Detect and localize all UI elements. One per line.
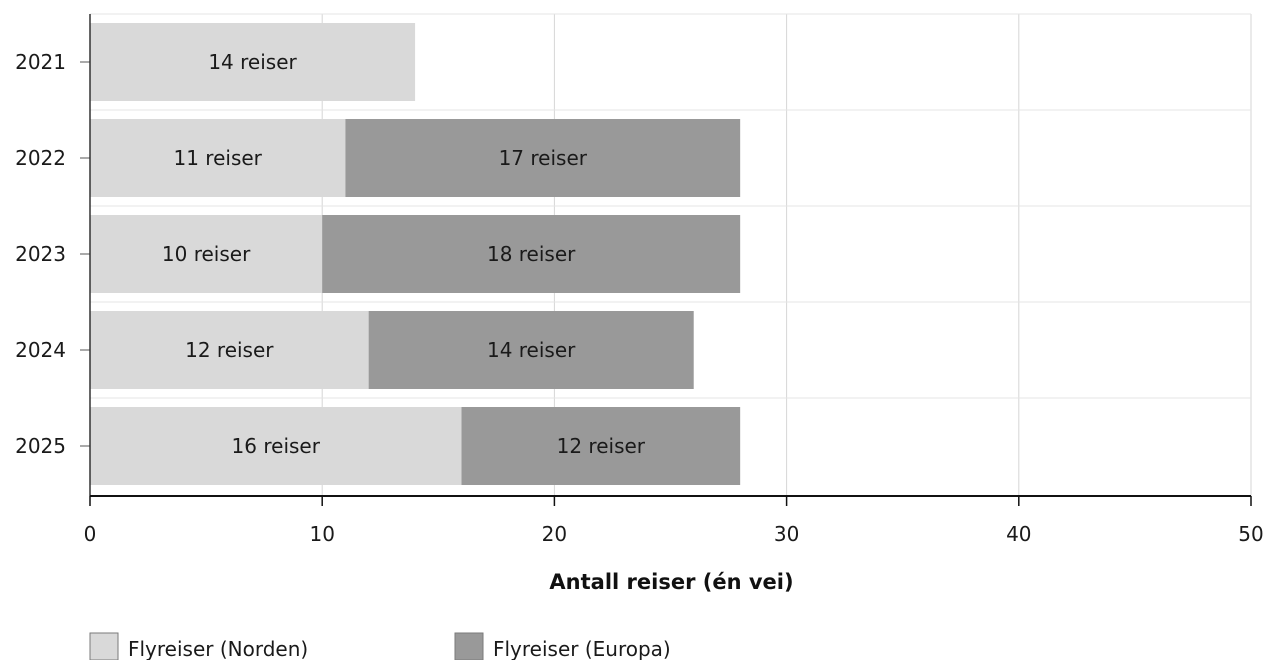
x-axis-title: Antall reiser (én vei) <box>549 570 793 594</box>
legend-swatch-europa <box>454 632 484 660</box>
bars-layer: 14 reiser 11 reiser 17 reiser 10 reiser 18 r… <box>90 23 741 485</box>
legend-label-norden: Flyreiser (Norden) <box>128 637 308 660</box>
y-tick-label: 2022 <box>15 146 66 170</box>
bar-segment-norden-2022 <box>90 119 346 197</box>
bar-data-label: 14 reiser <box>208 50 297 74</box>
bar-data-label: 12 reiser <box>557 434 646 458</box>
y-tick-label: 2023 <box>15 242 66 266</box>
axes-layer: 2021 2022 2023 2024 2025 0 10 20 30 40 50 <box>15 14 1264 546</box>
bar-segment-europa-2025 <box>461 407 741 485</box>
x-tick-label: 40 <box>1006 522 1031 546</box>
grid-layer <box>90 13 1252 496</box>
bar-segment-norden-2025 <box>90 407 462 485</box>
x-tick-label: 10 <box>309 522 334 546</box>
bar-data-label: 10 reiser <box>162 242 251 266</box>
legend-swatch-norden <box>89 632 119 660</box>
bar-segment-norden-2021 <box>90 23 416 101</box>
bar-data-label: 16 reiser <box>232 434 321 458</box>
bar-segment-europa-2024 <box>368 311 694 389</box>
bar-data-label: 17 reiser <box>499 146 588 170</box>
x-tick-label: 0 <box>84 522 97 546</box>
bar-data-label: 18 reiser <box>487 242 576 266</box>
legend-label-europa: Flyreiser (Europa) <box>493 637 671 660</box>
bar-segment-europa-2023 <box>322 215 741 293</box>
x-tick-label: 30 <box>774 522 799 546</box>
legend: Flyreiser (Norden) Flyreiser (Europa) <box>89 632 671 660</box>
y-tick-label: 2024 <box>15 338 66 362</box>
y-tick-label: 2021 <box>15 50 66 74</box>
bar-segment-europa-2022 <box>345 119 741 197</box>
bar-data-label: 14 reiser <box>487 338 576 362</box>
x-tick-label: 20 <box>542 522 567 546</box>
bar-data-label: 11 reiser <box>174 146 263 170</box>
bar-segment-norden-2023 <box>90 215 323 293</box>
bar-segment-norden-2024 <box>90 311 369 389</box>
x-tick-label: 50 <box>1238 522 1263 546</box>
bar-data-label: 12 reiser <box>185 338 274 362</box>
y-tick-label: 2025 <box>15 434 66 458</box>
